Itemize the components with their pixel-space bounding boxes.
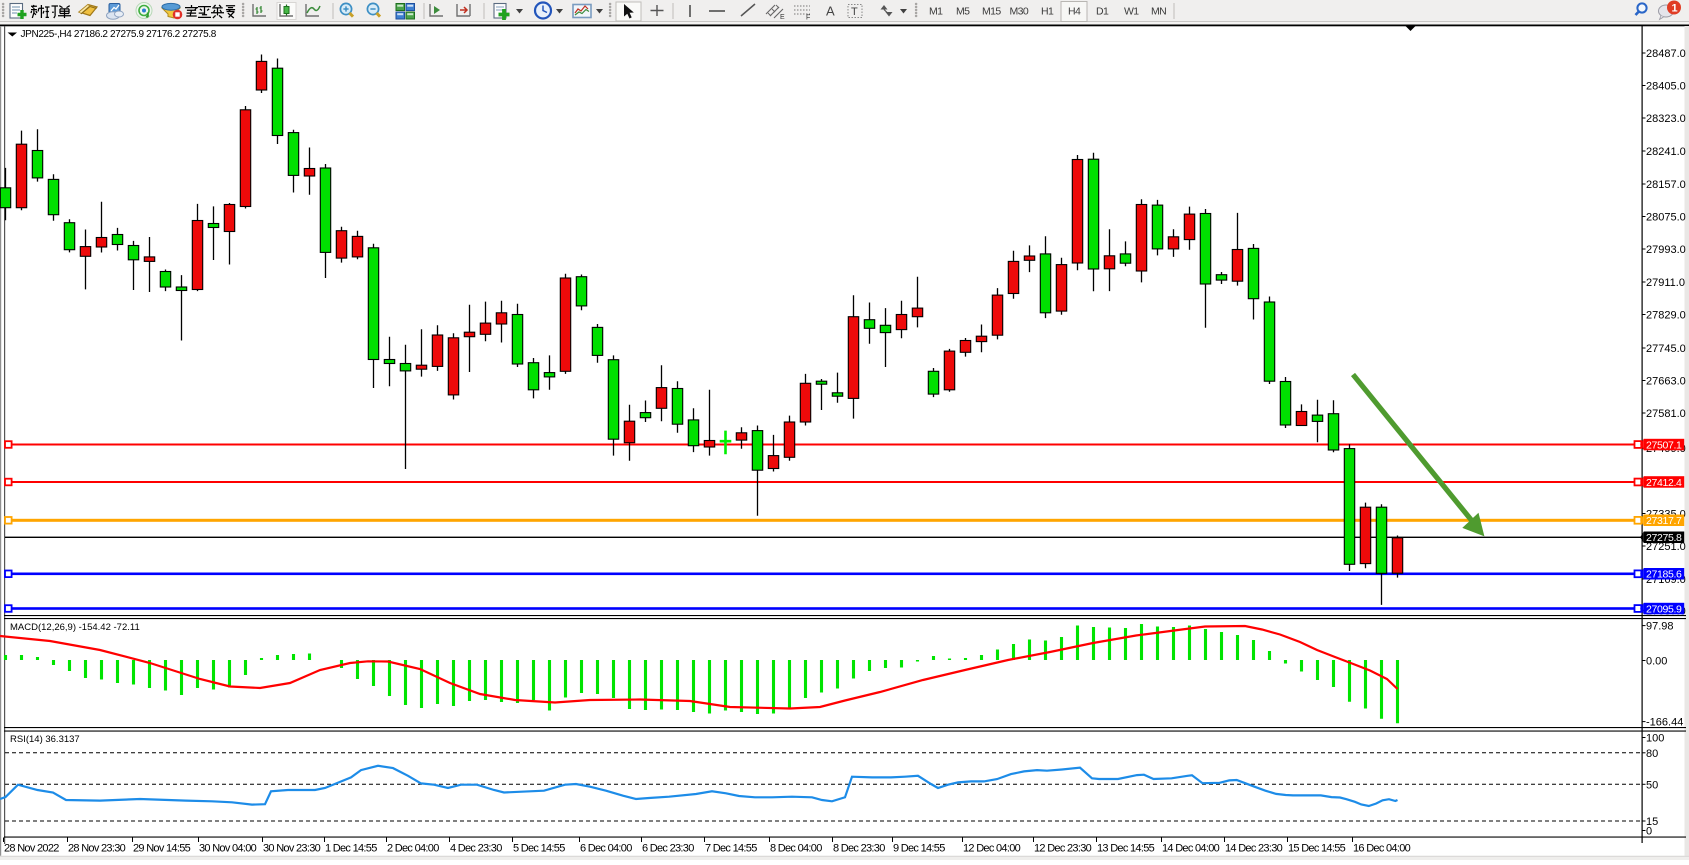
svg-text:D1: D1 xyxy=(1096,6,1109,18)
svg-text:5 Dec 14:55: 5 Dec 14:55 xyxy=(513,843,565,855)
svg-text:27993.0: 27993.0 xyxy=(1646,244,1686,256)
svg-text:T: T xyxy=(851,6,858,18)
svg-text:MACD(12,26,9) -154.42 -72.11: MACD(12,26,9) -154.42 -72.11 xyxy=(10,622,140,633)
svg-text:6 Dec 04:00: 6 Dec 04:00 xyxy=(580,843,632,855)
svg-text:28323.0: 28323.0 xyxy=(1646,113,1686,125)
svg-text:15 Dec 14:55: 15 Dec 14:55 xyxy=(1288,843,1346,855)
svg-text:12 Dec 23:30: 12 Dec 23:30 xyxy=(1034,843,1092,855)
svg-text:1: 1 xyxy=(1672,3,1678,15)
svg-text:E: E xyxy=(780,14,785,21)
svg-text:97.98: 97.98 xyxy=(1646,621,1674,633)
svg-text:30 Nov 04:00: 30 Nov 04:00 xyxy=(199,843,257,855)
svg-text:27095.9: 27095.9 xyxy=(1646,603,1682,615)
svg-text:28157.0: 28157.0 xyxy=(1646,179,1686,191)
svg-text:27412.4: 27412.4 xyxy=(1646,477,1682,489)
svg-text:7 Dec 14:55: 7 Dec 14:55 xyxy=(705,843,757,855)
svg-text:27911.0: 27911.0 xyxy=(1646,277,1685,289)
svg-text:RSI(14) 36.3137: RSI(14) 36.3137 xyxy=(10,734,80,745)
svg-text:9 Dec 14:55: 9 Dec 14:55 xyxy=(893,843,945,855)
svg-text:2 Dec 04:00: 2 Dec 04:00 xyxy=(387,843,439,855)
svg-text:50: 50 xyxy=(1646,779,1658,791)
svg-text:100: 100 xyxy=(1646,733,1664,745)
svg-text:A: A xyxy=(826,4,835,19)
svg-text:28 Nov 23:30: 28 Nov 23:30 xyxy=(68,843,126,855)
svg-text:4 Dec 23:30: 4 Dec 23:30 xyxy=(450,843,502,855)
svg-text:28075.0: 28075.0 xyxy=(1646,212,1686,224)
svg-text:28241.0: 28241.0 xyxy=(1646,146,1686,158)
svg-text:29 Nov 14:55: 29 Nov 14:55 xyxy=(133,843,191,855)
svg-text:14 Dec 04:00: 14 Dec 04:00 xyxy=(1162,843,1220,855)
svg-text:JPN225-,H4 27186.2 27275.9 27: JPN225-,H4 27186.2 27275.9 27176.2 27275… xyxy=(21,29,217,40)
svg-text:0: 0 xyxy=(1646,826,1652,838)
svg-text:1 Dec 14:55: 1 Dec 14:55 xyxy=(325,843,377,855)
svg-text:27275.8: 27275.8 xyxy=(1646,532,1682,544)
svg-text:27745.0: 27745.0 xyxy=(1646,343,1686,355)
svg-text:M15: M15 xyxy=(982,6,1001,18)
svg-text:M30: M30 xyxy=(1010,6,1029,18)
svg-text:-166.44: -166.44 xyxy=(1646,717,1683,729)
svg-text:H1: H1 xyxy=(1041,6,1054,18)
svg-text:80: 80 xyxy=(1646,748,1658,760)
svg-text:W1: W1 xyxy=(1124,6,1139,18)
svg-text:F: F xyxy=(806,15,810,22)
svg-text:16 Dec 04:00: 16 Dec 04:00 xyxy=(1353,843,1411,855)
svg-text:28 Nov 2022: 28 Nov 2022 xyxy=(4,843,59,855)
svg-text:8 Dec 23:30: 8 Dec 23:30 xyxy=(833,843,885,855)
svg-text:27663.0: 27663.0 xyxy=(1646,376,1686,388)
svg-text:14 Dec 23:30: 14 Dec 23:30 xyxy=(1225,843,1283,855)
svg-text:12 Dec 04:00: 12 Dec 04:00 xyxy=(963,843,1021,855)
svg-text:28487.0: 28487.0 xyxy=(1646,48,1686,60)
svg-text:27581.0: 27581.0 xyxy=(1646,408,1686,420)
svg-text:28405.0: 28405.0 xyxy=(1646,81,1686,93)
svg-text:MN: MN xyxy=(1151,6,1166,18)
svg-text:H4: H4 xyxy=(1068,6,1081,18)
svg-text:30 Nov 23:30: 30 Nov 23:30 xyxy=(263,843,321,855)
svg-text:8 Dec 04:00: 8 Dec 04:00 xyxy=(770,843,822,855)
svg-text:M5: M5 xyxy=(956,6,970,18)
svg-text:13 Dec 14:55: 13 Dec 14:55 xyxy=(1097,843,1155,855)
svg-text:27317.7: 27317.7 xyxy=(1646,515,1682,527)
svg-text:27185.6: 27185.6 xyxy=(1646,569,1682,581)
svg-text:M1: M1 xyxy=(929,6,943,18)
svg-text:0.00: 0.00 xyxy=(1646,656,1667,668)
svg-text:6 Dec 23:30: 6 Dec 23:30 xyxy=(642,843,694,855)
svg-text:27829.0: 27829.0 xyxy=(1646,310,1686,322)
svg-text:27507.1: 27507.1 xyxy=(1646,439,1682,451)
